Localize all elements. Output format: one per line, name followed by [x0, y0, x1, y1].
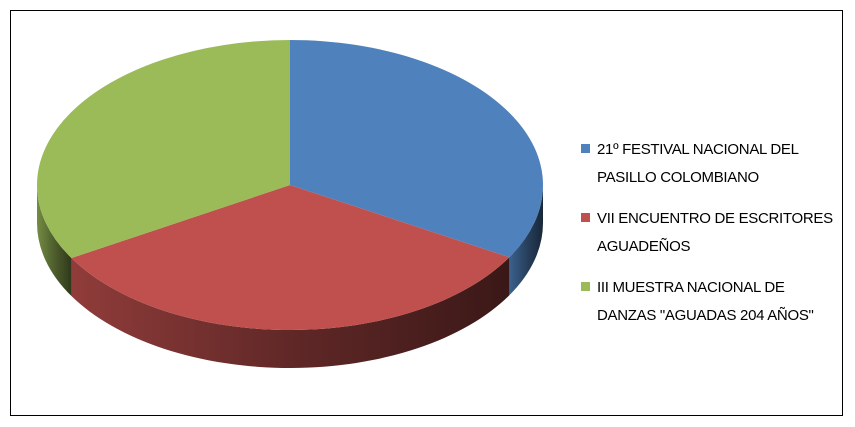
slice-side [71, 257, 510, 369]
legend-item: III MUESTRA NACIONAL DE DANZAS "AGUADAS … [581, 274, 836, 330]
legend-label: III MUESTRA NACIONAL DE DANZAS "AGUADAS … [597, 279, 814, 324]
legend-label: 21º FESTIVAL NACIONAL DEL PASILLO COLOMB… [597, 141, 799, 186]
legend-label: VII ENCUENTRO DE ESCRITORES AGUADEÑOS [597, 210, 833, 255]
legend: 21º FESTIVAL NACIONAL DEL PASILLO COLOMB… [581, 136, 836, 343]
legend-swatch [581, 213, 590, 222]
legend-swatch [581, 144, 590, 153]
legend-swatch [581, 282, 590, 291]
slice [37, 40, 291, 259]
chart-frame [10, 10, 843, 416]
legend-item: VII ENCUENTRO DE ESCRITORES AGUADEÑOS [581, 205, 836, 261]
slice [71, 185, 510, 330]
slice-side [37, 185, 72, 297]
slice [290, 40, 543, 258]
legend-item: 21º FESTIVAL NACIONAL DEL PASILLO COLOMB… [581, 136, 836, 192]
slice-side [509, 185, 543, 296]
